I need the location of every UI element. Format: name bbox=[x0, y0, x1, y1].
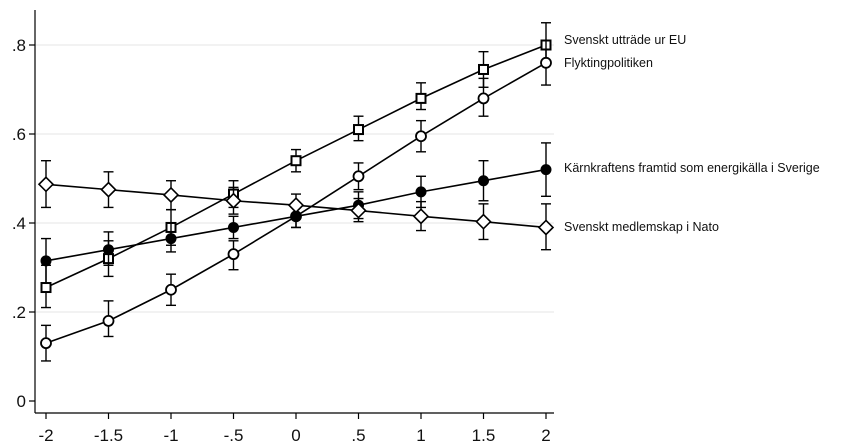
data-point-circle bbox=[165, 283, 177, 296]
data-point-square bbox=[40, 282, 52, 294]
x-tick-label: 2 bbox=[541, 426, 550, 444]
data-point-circle bbox=[227, 248, 240, 261]
x-tick-label: 1 bbox=[416, 426, 425, 444]
data-point-square bbox=[478, 63, 489, 75]
data-point-square bbox=[353, 124, 364, 136]
x-tick-label: -1 bbox=[163, 426, 178, 444]
y-tick-label: .2 bbox=[12, 303, 26, 322]
series-label: Flyktingpolitiken bbox=[564, 56, 653, 70]
y-tick-label: .8 bbox=[12, 36, 26, 55]
data-point-diamond bbox=[537, 219, 555, 236]
data-point-filled-circle bbox=[40, 255, 52, 267]
data-point-diamond bbox=[475, 213, 492, 230]
y-tick-label: .4 bbox=[12, 214, 26, 233]
data-point-diamond bbox=[100, 181, 117, 198]
data-point-filled-circle bbox=[415, 186, 427, 198]
data-point-diamond bbox=[287, 197, 305, 214]
data-point-filled-circle bbox=[478, 175, 489, 187]
data-point-circle bbox=[477, 92, 490, 105]
data-point-circle bbox=[352, 170, 365, 183]
x-tick-label: 0 bbox=[291, 426, 300, 444]
data-point-circle bbox=[415, 130, 427, 143]
y-tick-label: .6 bbox=[12, 125, 26, 144]
series-4 bbox=[37, 159, 555, 251]
data-point-filled-circle bbox=[540, 164, 552, 176]
x-tick-label: -1.5 bbox=[94, 426, 123, 444]
axis-layer: 0 .2 .4 .6 .8 -2 -1.5 -1 -.5 0 .5 1 1.5 2 bbox=[12, 10, 554, 444]
data-point-diamond bbox=[37, 176, 55, 193]
series-1 bbox=[40, 22, 552, 309]
y-tick-label: 0 bbox=[17, 392, 26, 411]
series-label: Svenskt utträde ur EU bbox=[564, 33, 686, 47]
x-tick-label: 1.5 bbox=[472, 426, 496, 444]
data-point-diamond bbox=[162, 186, 180, 204]
data-point-square bbox=[290, 155, 302, 167]
series-label: Svenskt medlemskap i Nato bbox=[564, 220, 719, 234]
data-point-filled-circle bbox=[228, 221, 239, 233]
data-point-diamond bbox=[350, 202, 367, 219]
data-point-diamond bbox=[225, 192, 242, 209]
data-point-square bbox=[415, 92, 427, 104]
x-tick-label: -.5 bbox=[224, 426, 244, 444]
label-layer: Svenskt utträde ur EU Flyktingpolitiken Kä… bbox=[564, 33, 820, 234]
series-layer bbox=[37, 22, 555, 362]
x-tick-label: -2 bbox=[38, 426, 53, 444]
data-point-circle bbox=[540, 56, 552, 69]
data-point-diamond bbox=[412, 208, 430, 225]
x-tick-label: .5 bbox=[351, 426, 365, 444]
data-point-filled-circle bbox=[103, 244, 114, 256]
series-label: Kärnkraftens framtid som energikälla i S… bbox=[564, 161, 820, 175]
grid-layer bbox=[35, 44, 554, 313]
data-point-filled-circle bbox=[165, 233, 177, 245]
data-point-circle bbox=[40, 337, 52, 350]
data-point-circle bbox=[102, 314, 115, 327]
